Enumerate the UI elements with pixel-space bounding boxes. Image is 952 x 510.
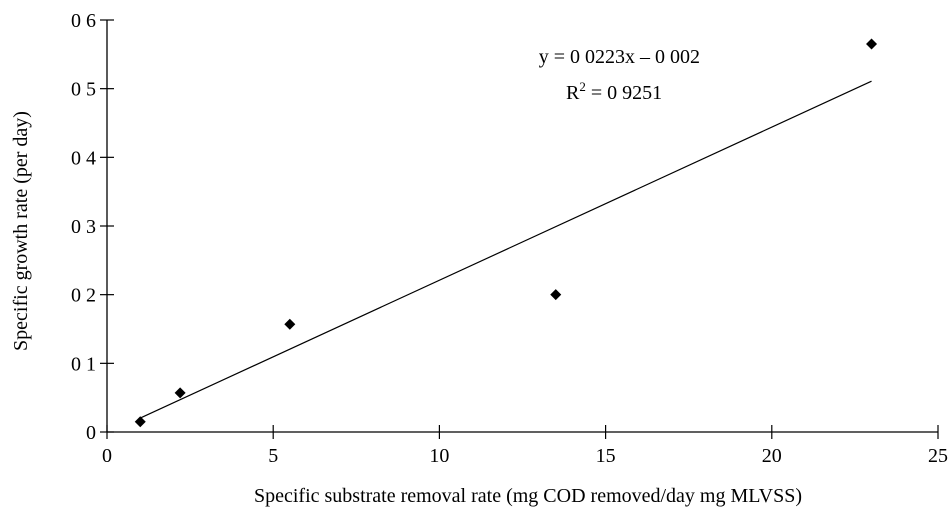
trendline-layer (139, 80, 872, 419)
r-squared-superscript: 2 (579, 79, 586, 94)
y-tick-label: 0 5 (71, 79, 96, 101)
r-squared-value: = 0 9251 (586, 82, 662, 104)
data-point (174, 387, 186, 399)
y-tick-label: 0 (86, 422, 96, 444)
x-tick-label: 25 (928, 445, 948, 467)
axes: 0 5 10 15 20 25 0 0 1 0 2 0 3 0 4 0 5 0 6 (71, 10, 948, 467)
linear-trendline (139, 80, 872, 419)
data-point (866, 38, 878, 50)
data-point (284, 318, 296, 330)
y-tick-label: 0 6 (71, 10, 96, 32)
y-tick-label: 0 2 (71, 285, 96, 307)
x-tick-label: 15 (596, 445, 616, 467)
y-tick-label: 0 4 (71, 147, 96, 169)
data-point (134, 416, 146, 428)
r-squared-label: R2 = 0 9251 (566, 79, 662, 104)
data-points (134, 38, 878, 428)
r-squared-prefix: R (566, 82, 580, 104)
x-axis-title: Specific substrate removal rate (mg COD … (254, 485, 802, 507)
y-tick-label: 0 1 (71, 353, 96, 375)
data-point (550, 289, 562, 301)
trendline-equation: y = 0 0223x – 0 002 (539, 46, 700, 68)
y-tick-label: 0 3 (71, 216, 96, 238)
x-tick-label: 20 (762, 445, 782, 467)
x-tick-label: 5 (268, 445, 278, 467)
x-tick-label: 0 (102, 445, 112, 467)
y-axis-title: Specific growth rate (per day) (10, 111, 32, 351)
x-tick-label: 10 (429, 445, 449, 467)
